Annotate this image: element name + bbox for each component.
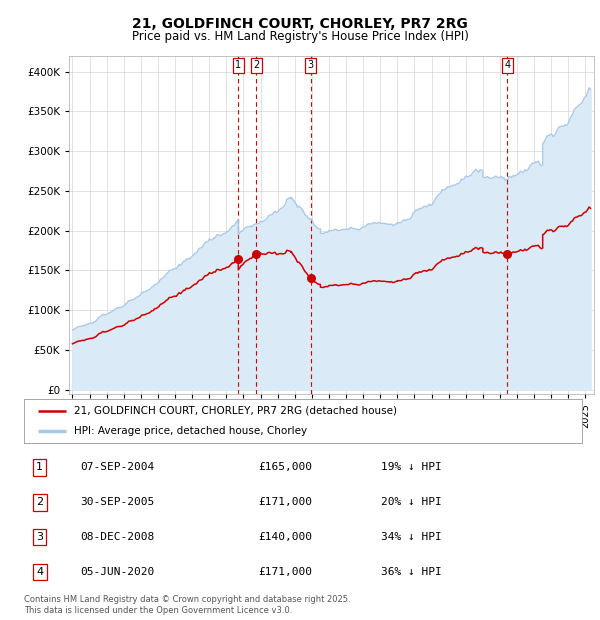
Text: This data is licensed under the Open Government Licence v3.0.: This data is licensed under the Open Gov… [24, 606, 292, 615]
Text: 30-SEP-2005: 30-SEP-2005 [80, 497, 154, 507]
Text: 19% ↓ HPI: 19% ↓ HPI [381, 463, 442, 472]
Text: £165,000: £165,000 [259, 463, 313, 472]
Text: £171,000: £171,000 [259, 567, 313, 577]
Text: 1: 1 [235, 60, 241, 70]
Text: HPI: Average price, detached house, Chorley: HPI: Average price, detached house, Chor… [74, 426, 307, 436]
Text: 07-SEP-2004: 07-SEP-2004 [80, 463, 154, 472]
Text: 34% ↓ HPI: 34% ↓ HPI [381, 532, 442, 542]
Text: 21, GOLDFINCH COURT, CHORLEY, PR7 2RG (detached house): 21, GOLDFINCH COURT, CHORLEY, PR7 2RG (d… [74, 405, 397, 416]
Text: £171,000: £171,000 [259, 497, 313, 507]
Text: 3: 3 [308, 60, 314, 70]
Text: 36% ↓ HPI: 36% ↓ HPI [381, 567, 442, 577]
Text: 05-JUN-2020: 05-JUN-2020 [80, 567, 154, 577]
Text: 3: 3 [36, 532, 43, 542]
Text: 21, GOLDFINCH COURT, CHORLEY, PR7 2RG: 21, GOLDFINCH COURT, CHORLEY, PR7 2RG [132, 17, 468, 32]
Text: 4: 4 [36, 567, 43, 577]
Text: 08-DEC-2008: 08-DEC-2008 [80, 532, 154, 542]
Text: Price paid vs. HM Land Registry's House Price Index (HPI): Price paid vs. HM Land Registry's House … [131, 30, 469, 43]
Text: 2: 2 [253, 60, 259, 70]
Text: Contains HM Land Registry data © Crown copyright and database right 2025.: Contains HM Land Registry data © Crown c… [24, 595, 350, 604]
Text: £140,000: £140,000 [259, 532, 313, 542]
Text: 1: 1 [36, 463, 43, 472]
Text: 4: 4 [504, 60, 511, 70]
Text: 20% ↓ HPI: 20% ↓ HPI [381, 497, 442, 507]
Text: 2: 2 [36, 497, 43, 507]
